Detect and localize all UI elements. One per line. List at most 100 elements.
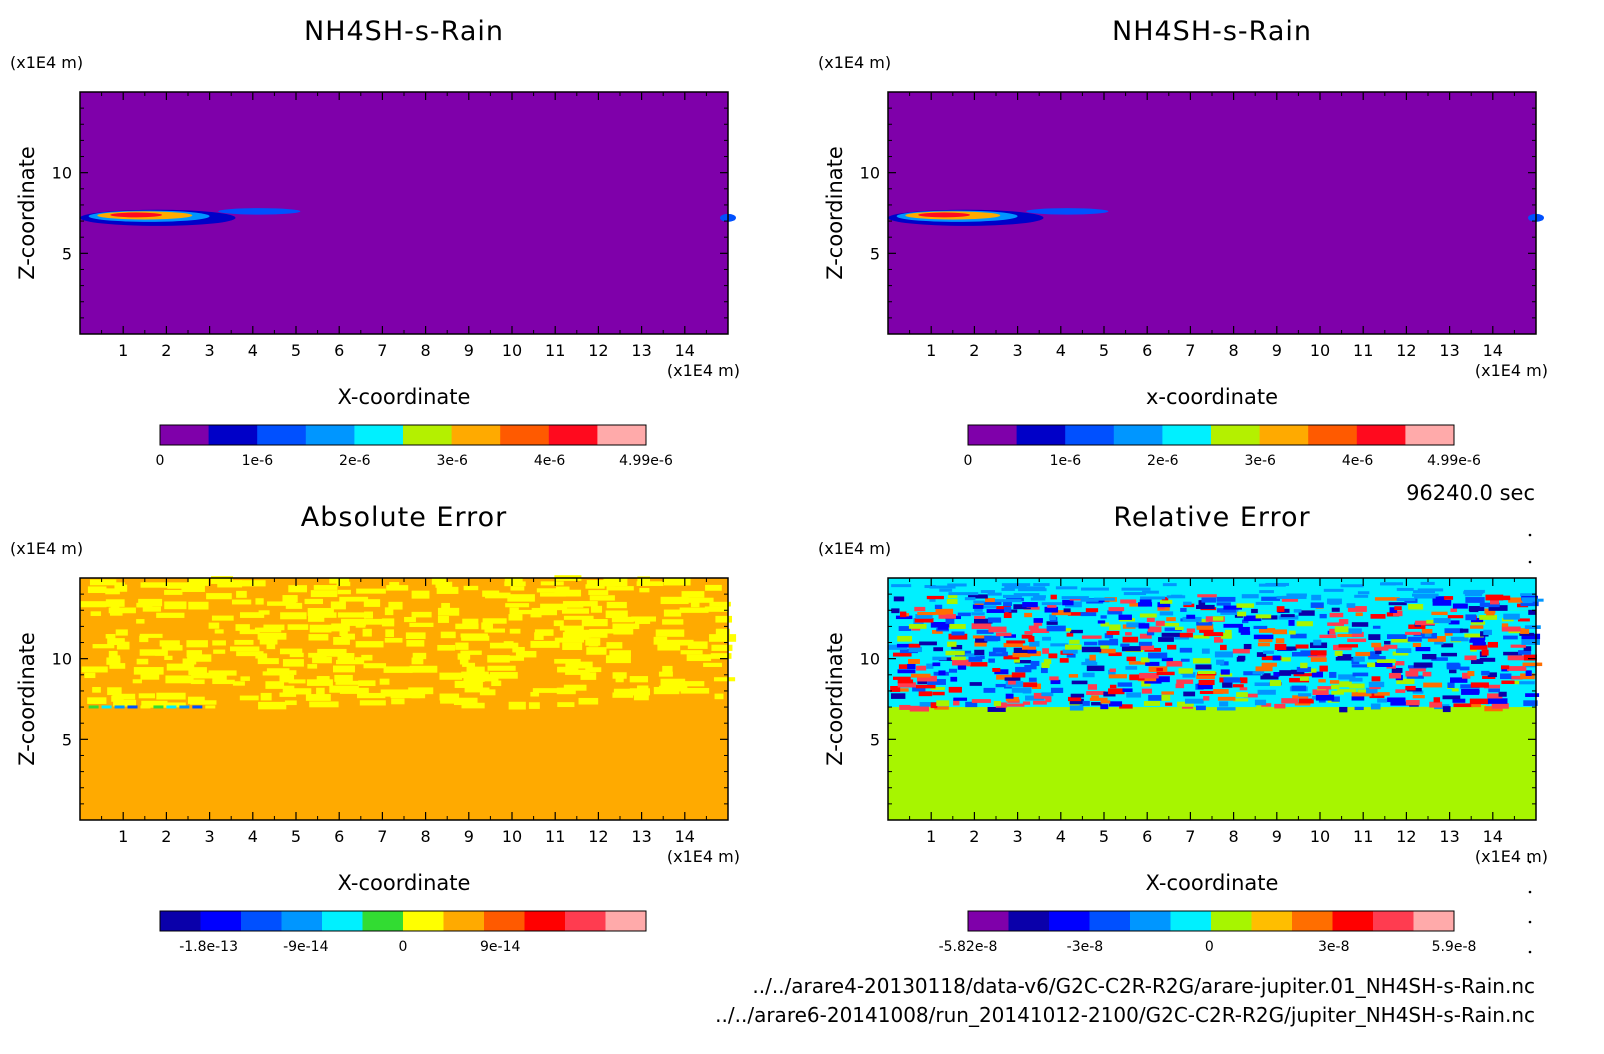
heatmap-cell [411,590,430,599]
heatmap-cell [239,695,259,701]
heatmap-cell [411,611,432,618]
heatmap-cell [1046,621,1058,625]
heatmap-cell [564,629,592,638]
heatmap-cell [972,635,992,639]
heatmap-cell [1481,670,1490,676]
heatmap-cell [462,618,479,627]
heatmap-cell [1197,670,1216,675]
heatmap-cell [289,652,304,658]
heatmap-cell [1051,610,1071,616]
colorbar-swatch [281,911,323,931]
x-tick-label: 4 [248,341,258,360]
heatmap-cell [1107,610,1123,615]
x-tick-label: 11 [545,827,565,846]
heatmap-cell [109,663,126,669]
heatmap-cell [945,618,955,624]
heatmap-cell [1413,662,1433,668]
heatmap-cell [679,607,709,613]
heatmap-cell [1156,667,1163,672]
heatmap-cell [1446,662,1460,668]
heatmap-cell [88,705,99,709]
heatmap-cell [892,676,911,680]
heatmap-cell [1253,634,1274,640]
heatmap-cell [1346,603,1356,608]
heatmap-cell [612,623,640,630]
x-axis-label: X-coordinate [338,871,471,895]
heatmap-cell [585,638,601,646]
heatmap-cell [1510,644,1526,648]
heatmap-cell [1451,688,1459,692]
heatmap-cell [1327,622,1345,626]
colorbar-swatch [1130,911,1171,931]
x-tick-label: 1 [926,341,936,360]
margin-dot [1528,890,1532,894]
heatmap-cell [1216,659,1225,665]
heatmap-cell [1106,630,1120,635]
colorbar: -5.82e-8 -3e-8 0 3e-8 5.9e-8 [939,910,1476,955]
heatmap-cell [167,582,195,589]
heatmap-cell [968,594,988,599]
x-unit-label: (x1E4 m) [1475,847,1548,866]
heatmap-cell [1443,596,1454,600]
heatmap-cell [282,595,298,603]
heatmap-cell [455,642,469,650]
heatmap-cell [993,700,1002,707]
heatmap-cell [1216,707,1236,711]
colorbar-swatch [200,911,242,931]
heatmap-cell [1349,683,1365,689]
heatmap-cell [334,674,353,682]
heatmap-cell [605,655,631,664]
heatmap-cell [1448,669,1457,674]
heatmap-cell [983,687,996,693]
colorbar-tick-label: -3e-8 [1067,939,1104,955]
heatmap-cell [987,592,1002,596]
heatmap-cell [973,618,993,624]
x-tick-label: 1 [926,827,936,846]
heatmap-cell [975,637,988,643]
colorbar-swatch [1089,911,1131,931]
heatmap-cell [983,605,997,609]
heatmap-cell [534,632,544,640]
heatmap-cell [354,657,364,663]
heatmap-cell [505,603,530,608]
heatmap-cell [80,601,107,608]
heatmap-cell [437,644,456,651]
heatmap-cell [1122,688,1133,693]
heatmap-cell [1199,690,1218,694]
heatmap-cell [950,676,958,682]
heatmap-cell [1219,673,1233,677]
heatmap-cell [1481,649,1489,656]
heatmap-cell [257,658,279,665]
colorbar-tick-label: 3e-6 [1244,453,1276,469]
heatmap-cell [1243,615,1262,622]
heatmap-cell [932,691,945,696]
heatmap-cell [213,649,226,654]
heatmap-cell [609,650,631,657]
heatmap-cell [891,584,912,588]
heatmap-cell [1395,648,1412,653]
heatmap-cell [1120,643,1130,647]
heatmap-cell [1371,676,1381,682]
heatmap-cell [1432,596,1446,603]
heatmap-cell [1216,596,1236,602]
heatmap-cell [1203,632,1224,637]
heatmap-cell [1042,648,1050,654]
heatmap-cell [1368,656,1386,660]
heatmap-cell [1394,606,1402,611]
heatmap-cell [1186,614,1196,619]
heatmap-cell [208,622,220,629]
heatmap-cell [431,577,447,585]
x-tick-label: 1 [118,341,128,360]
heatmap-cell [528,702,540,709]
heatmap-cell [190,679,205,685]
heatmap-cell [1300,662,1308,669]
x-tick-label: 10 [1310,827,1330,846]
heatmap-cell [1192,658,1211,664]
heatmap-cell [590,605,603,613]
heatmap-cell [1521,597,1538,601]
heatmap-cell [890,693,906,699]
heatmap-cell [1161,657,1173,662]
heatmap-cell [1201,597,1217,603]
heatmap-cell [897,635,912,642]
heatmap-cell [1331,607,1340,612]
